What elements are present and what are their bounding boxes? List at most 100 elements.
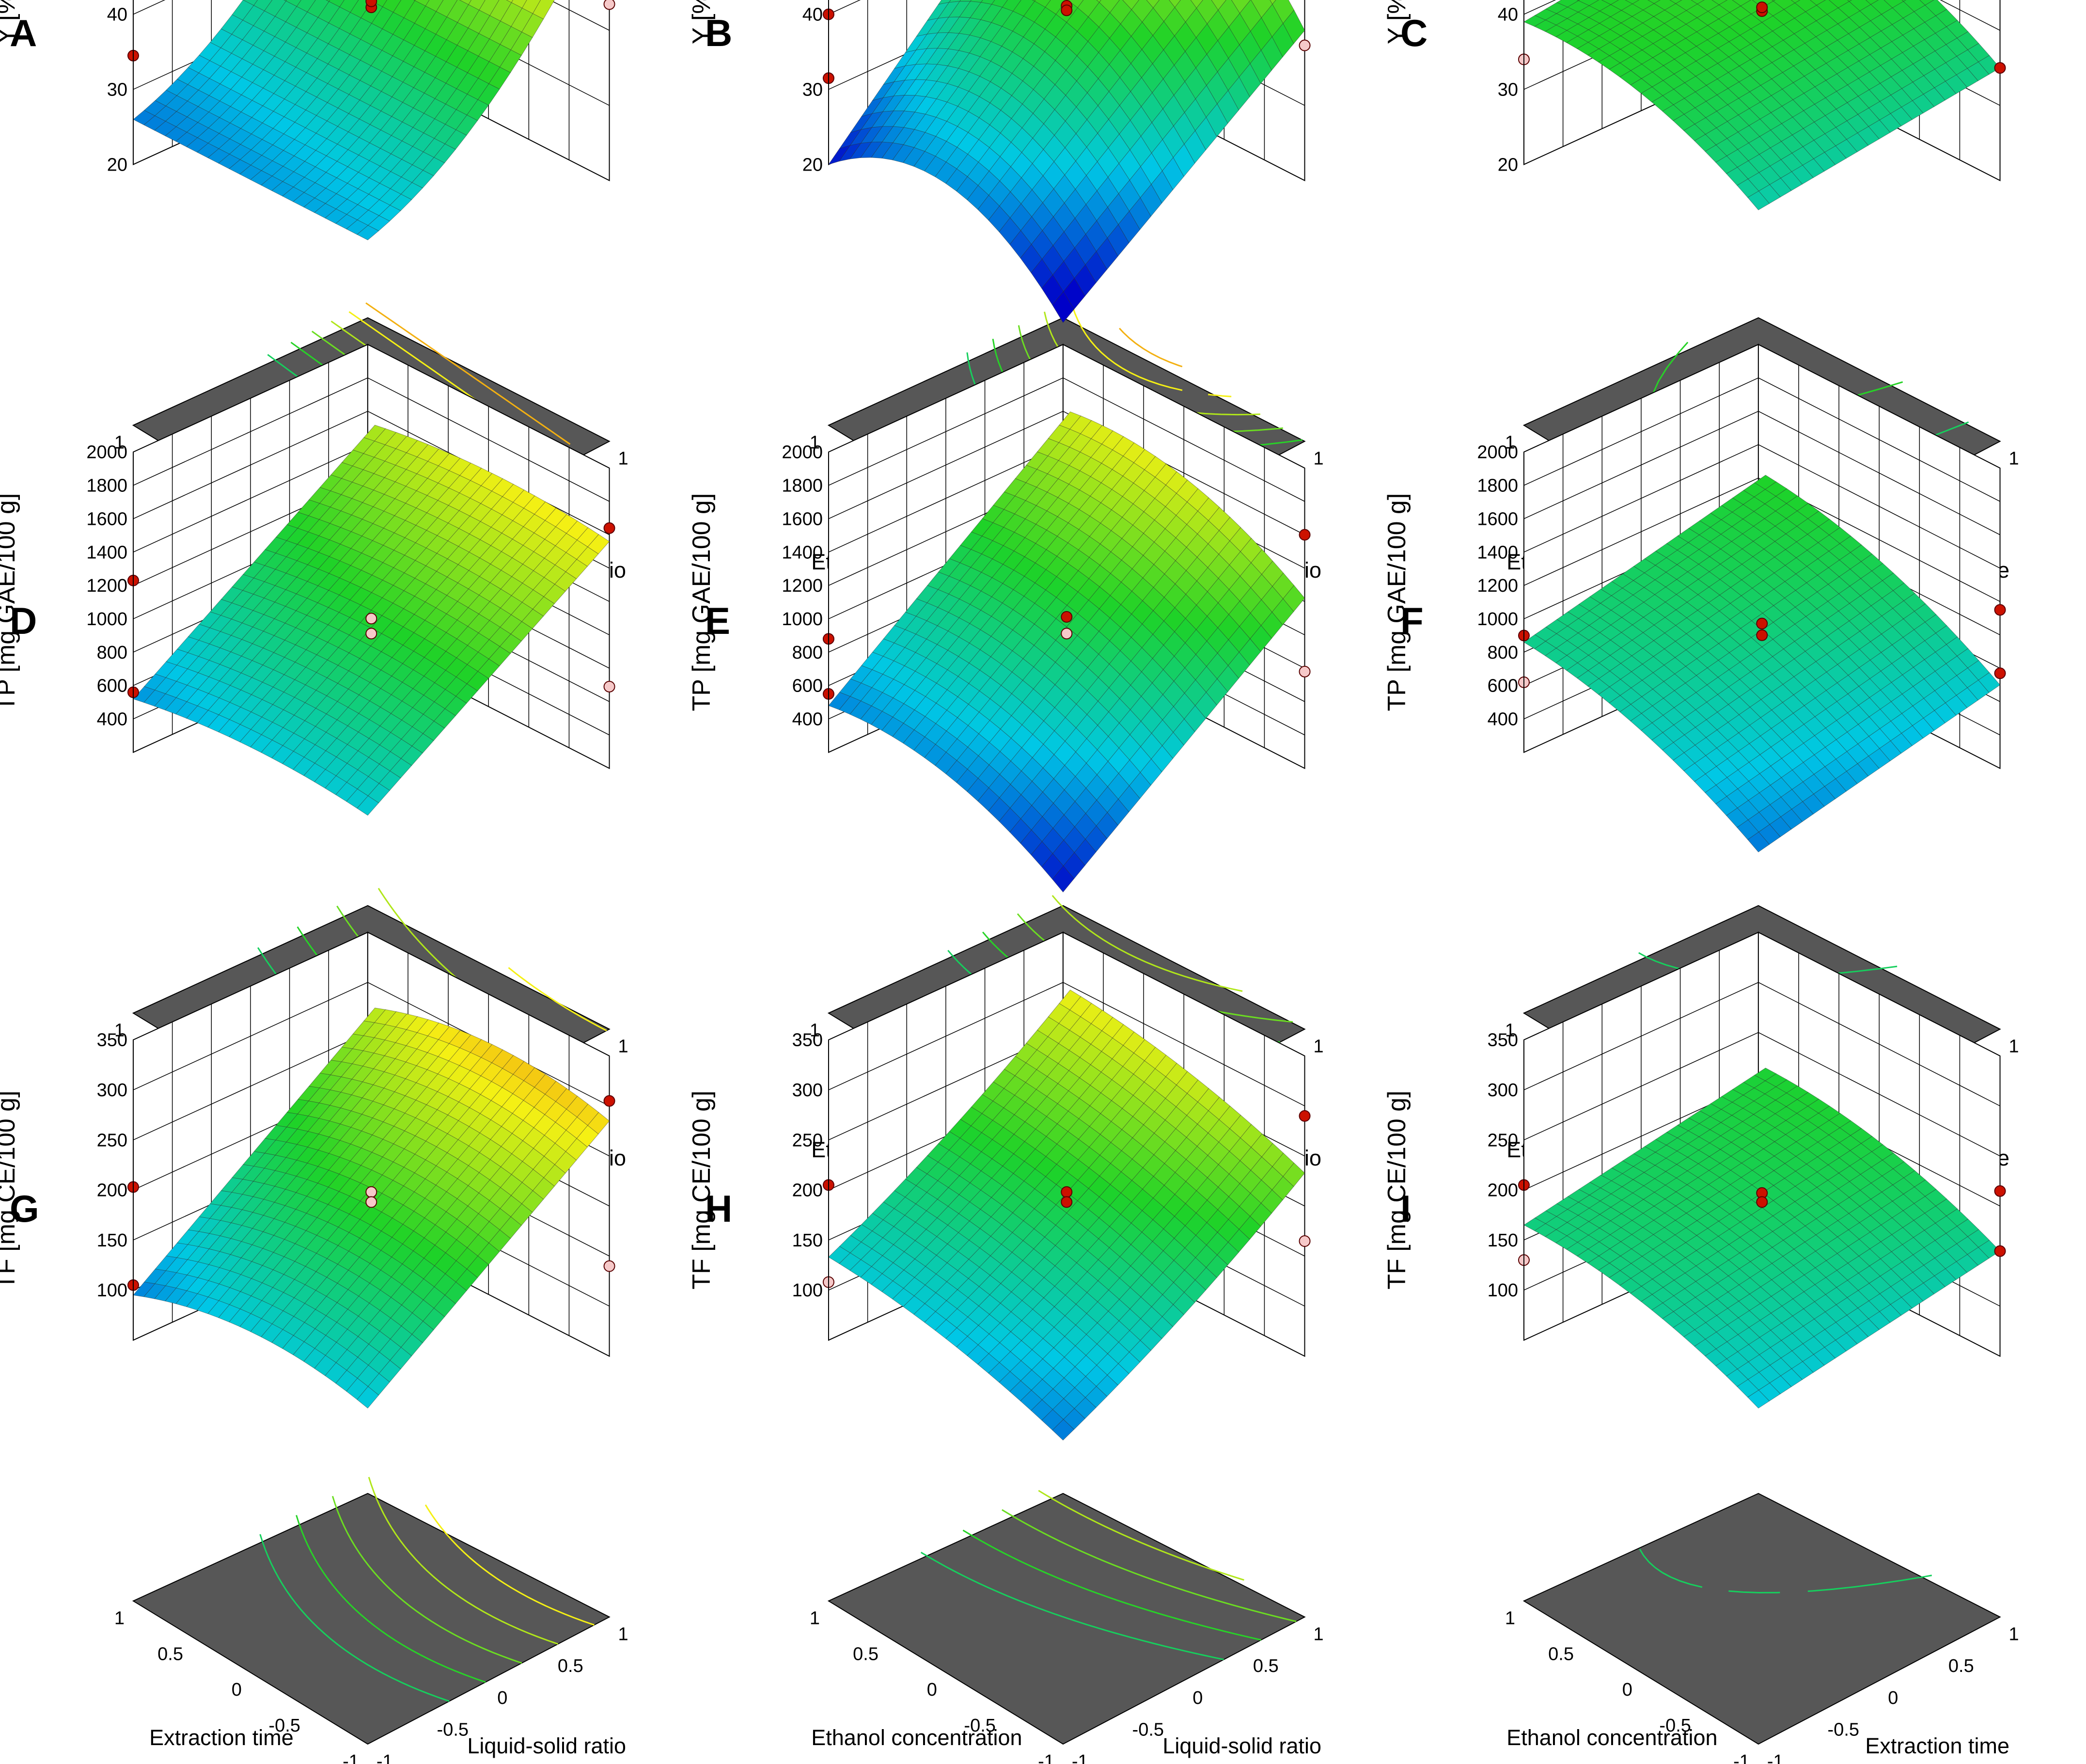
floor-contour [1119, 328, 1183, 367]
x-tick-label: 0 [497, 1688, 507, 1708]
z-tick-label: 40 [802, 5, 823, 25]
surface-plot-i: 100 150 200 250 300 350 -1 -0.5 0 0.5 1 -1 -0.5 0 0.5 1… [1383, 931, 2019, 1764]
x-tick-label: -1 [1767, 1751, 1784, 1764]
design-point [1994, 62, 2006, 74]
x-tick-label: 0 [1888, 1688, 1898, 1708]
z-tick-label: 1400 [1477, 542, 1518, 563]
x-axis-title: Extraction time [1865, 1733, 2009, 1758]
z-tick-label: 800 [1488, 643, 1518, 663]
design-point [1061, 628, 1073, 640]
z-tick-label: 1200 [86, 576, 127, 596]
panel-g: 100 150 200 250 300 350 -1 -0.5 0 0.5 1 -1 -0.5 0 0.5 1… [0, 931, 695, 1764]
y-tick-label: 1 [810, 433, 820, 453]
z-tick-label: 400 [1488, 709, 1518, 730]
x-tick-label: 1 [1314, 1624, 1324, 1645]
z-tick-label: 300 [1488, 1080, 1518, 1101]
floor-contour [424, 1504, 595, 1626]
surface-facet [1747, 1389, 1770, 1409]
z-tick-label: 350 [792, 1030, 823, 1051]
x-axis-title: Liquid-solid ratio [1162, 1733, 1321, 1758]
z-axis-title: Y [%] [0, 0, 20, 44]
y-axis-title: Ethanol concentration [811, 1725, 1022, 1750]
response-surface [133, 0, 555, 240]
floor-contour [962, 1529, 1261, 1641]
response-surface [1523, 474, 2001, 852]
design-point [365, 0, 377, 7]
surface-facet [1169, 0, 1181, 8]
x-tick-label: 0 [1192, 1688, 1203, 1708]
y-axis-title: Extraction time [149, 1725, 294, 1750]
z-axis-title: TF [mg CE/100 g] [688, 1090, 716, 1289]
floor-plane [1522, 1493, 2001, 1745]
design-point [1061, 1186, 1073, 1198]
z-tick-label: 20 [107, 155, 127, 175]
z-tick-label: 1800 [1477, 476, 1518, 496]
y-tick-label: 1 [114, 433, 125, 453]
response-surface [1523, 0, 2001, 210]
z-tick-label: 2000 [1477, 442, 1518, 463]
z-axis-title: TP [mg GAE/100 g] [1383, 493, 1411, 711]
z-tick-label: 2000 [782, 442, 823, 463]
x-tick-label: 1 [618, 1624, 628, 1645]
y-tick-label: 1 [810, 1608, 820, 1629]
z-tick-label: 1200 [1477, 576, 1518, 596]
design-point [1756, 1196, 1768, 1208]
z-tick-label: 1800 [782, 476, 823, 496]
z-tick-label: 800 [792, 643, 823, 663]
response-surface [133, 425, 610, 816]
surface-facet [1669, 0, 1682, 4]
design-point [365, 1196, 377, 1208]
z-tick-label: 1600 [782, 509, 823, 529]
z-axis-title: Y [%] [688, 0, 716, 44]
z-tick-label: 250 [97, 1130, 127, 1150]
panel-letter: F [1400, 599, 1424, 642]
design-point [1756, 1, 1768, 14]
response-surface [828, 990, 1305, 1441]
panel-i: 100 150 200 250 300 350 -1 -0.5 0 0.5 1 -1 -0.5 0 0.5 1… [1383, 931, 2086, 1764]
y-tick-label: 0.5 [853, 1644, 878, 1664]
y-tick-label: 0.5 [1548, 1644, 1574, 1664]
z-tick-label: 1600 [86, 509, 127, 529]
z-tick-label: 350 [97, 1030, 127, 1051]
design-point [1756, 617, 1768, 630]
z-tick-label: 600 [97, 676, 127, 696]
z-tick-label: 600 [1488, 676, 1518, 696]
y-tick-label: 1 [1505, 1021, 1515, 1041]
design-point [603, 1260, 615, 1272]
x-tick-label: 1 [618, 449, 628, 469]
z-tick-label: 150 [97, 1230, 127, 1251]
y-tick-label: -1 [343, 1751, 359, 1764]
y-tick-label: 1 [1505, 1608, 1515, 1629]
panel-h: 100 150 200 250 300 350 -1 -0.5 0 0.5 1 -1 -0.5 0 0.5 1… [688, 931, 1391, 1764]
y-tick-label: -1 [1733, 1751, 1750, 1764]
x-tick-label: 1 [1314, 1037, 1324, 1057]
z-tick-label: 30 [1498, 80, 1518, 100]
surface-facet [1747, 190, 1770, 210]
z-tick-label: 1600 [1477, 509, 1518, 529]
z-tick-label: 20 [1498, 155, 1518, 175]
design-point [1299, 39, 1311, 51]
response-surface [133, 1008, 610, 1409]
floor-contour [1038, 1490, 1244, 1581]
z-axis-title: TP [mg GAE/100 g] [0, 493, 20, 711]
y-tick-label: 1 [114, 1608, 125, 1629]
wall-gridline [133, 932, 610, 1056]
y-tick-label: 0 [927, 1680, 937, 1700]
surface-facet [1190, 0, 1203, 9]
floor-contour [920, 1551, 1224, 1660]
response-surface [1523, 1068, 2001, 1409]
design-point [1299, 1235, 1311, 1247]
design-point [365, 628, 377, 640]
surface-facet [1052, 291, 1075, 323]
surface-facet [1747, 832, 1770, 852]
surface-plot-h: 100 150 200 250 300 350 -1 -0.5 0 0.5 1 -1 -0.5 0 0.5 1… [688, 931, 1324, 1764]
z-tick-label: 1000 [782, 609, 823, 630]
z-tick-label: 20 [802, 155, 823, 175]
surface-facet [1270, 0, 1276, 5]
floor-contour [365, 302, 571, 445]
x-tick-label: 1 [618, 1037, 628, 1057]
z-tick-label: 800 [97, 643, 127, 663]
z-tick-label: 600 [792, 676, 823, 696]
z-tick-label: 400 [97, 709, 127, 730]
panel-letter: I [1400, 1187, 1411, 1230]
